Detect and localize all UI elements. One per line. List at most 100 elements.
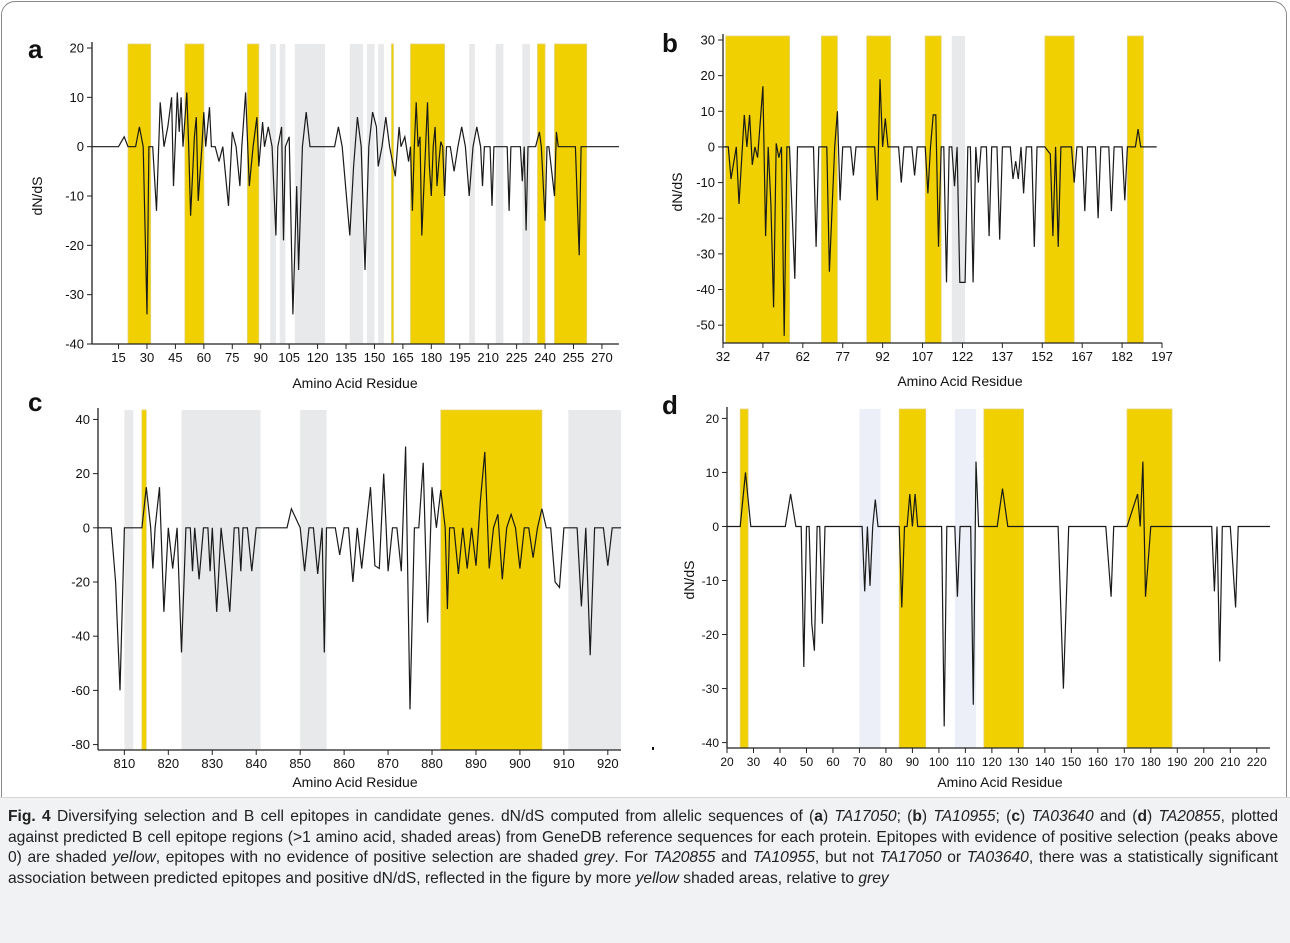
caption-body: Diversifying selection and B cell epitop…: [8, 808, 1278, 887]
x-tick-label: 100: [929, 755, 949, 769]
epitope-region: [300, 410, 327, 750]
panel-label: c: [28, 387, 42, 417]
caption-segment: shaded areas, relative to: [678, 869, 859, 887]
caption-segment: d: [1137, 808, 1147, 825]
caption-segment: ): [822, 808, 835, 825]
x-tick-label: 850: [289, 756, 311, 771]
epitope-region: [181, 410, 261, 750]
x-tick-label: 920: [597, 756, 619, 771]
epitope-region: [440, 409, 543, 751]
y-tick-label: 10: [701, 104, 715, 119]
x-tick-label: 190: [1167, 755, 1187, 769]
epitope-region: [866, 35, 892, 344]
x-tick-label: 137: [992, 349, 1014, 364]
caption-segment: yellow: [112, 849, 156, 866]
y-tick-label: 40: [76, 412, 90, 427]
epitope-region: [954, 409, 976, 748]
x-axis-title: Amino Acid Residue: [897, 373, 1023, 389]
x-axis-title: Amino Acid Residue: [292, 774, 418, 790]
x-tick-label: 210: [1220, 755, 1240, 769]
x-tick-label: 180: [420, 350, 442, 365]
x-tick-label: 120: [982, 755, 1002, 769]
x-tick-label: 240: [534, 350, 556, 365]
epitope-region: [410, 43, 445, 345]
y-tick-label: 0: [708, 139, 715, 154]
caption-segment: a: [814, 808, 823, 825]
x-tick-label: 60: [197, 350, 211, 365]
x-tick-label: 77: [835, 349, 849, 364]
y-tick-label: -40: [702, 736, 720, 750]
x-tick-label: 122: [952, 349, 974, 364]
x-tick-label: 105: [278, 350, 300, 365]
epitope-region: [270, 44, 276, 344]
x-tick-label: 870: [377, 756, 399, 771]
x-tick-label: 70: [853, 755, 867, 769]
x-tick-label: 130: [1008, 755, 1028, 769]
y-tick-label: -10: [65, 189, 84, 204]
epitope-region: [124, 410, 134, 750]
caption-segment: TA17050: [879, 849, 942, 866]
caption-segment: yellow: [635, 869, 679, 887]
x-tick-label: 880: [421, 756, 443, 771]
y-tick-label: 20: [76, 466, 90, 481]
panel-c: 40 20 0 -20 -40 -60 -80 810 820 830 840 850 860 870 88…: [28, 387, 621, 790]
caption-segment: grey: [583, 849, 615, 866]
y-tick-label: -50: [696, 318, 715, 333]
epitope-region: [898, 408, 927, 749]
dnds-series-line: [727, 461, 1270, 727]
x-tick-label: 195: [449, 350, 471, 365]
epitope-region: [983, 408, 1025, 749]
x-tick-label: 75: [225, 350, 239, 365]
caption-segment: , epitopes with no evidence of positive …: [155, 849, 584, 866]
caption-segment: ; (: [896, 808, 913, 825]
x-tick-label: 840: [245, 756, 267, 771]
x-tick-label: 165: [392, 350, 414, 365]
epitope-region: [821, 35, 838, 344]
caption-segment: and: [715, 849, 753, 866]
y-tick-label: 0: [83, 520, 90, 535]
x-axis-title: Amino Acid Residue: [937, 774, 1063, 790]
caption-segment: TA20855: [653, 849, 716, 866]
dnds-series-line: [92, 92, 619, 315]
y-tick-label: 20: [701, 68, 715, 83]
x-tick-label: 810: [114, 756, 136, 771]
x-tick-label: 820: [157, 756, 179, 771]
caption-segment: , there was a statistically significant …: [8, 849, 1279, 887]
caption-segment: ; (: [995, 808, 1012, 825]
x-tick-label: 220: [1247, 755, 1267, 769]
x-tick-label: 15: [111, 350, 125, 365]
x-tick-label: 200: [1194, 755, 1214, 769]
caption-segment: or: [941, 849, 967, 866]
x-tick-label: 180: [1141, 755, 1161, 769]
x-tick-label: 80: [879, 755, 893, 769]
caption-segment: grey: [858, 869, 889, 887]
epitope-region: [246, 43, 260, 345]
epitope-region: [378, 44, 384, 344]
epitope-region: [469, 44, 475, 344]
x-tick-label: 150: [364, 350, 386, 365]
x-tick-label: 47: [756, 349, 770, 364]
x-tick-label: 32: [716, 349, 730, 364]
y-tick-label: -60: [71, 683, 90, 698]
x-tick-label: 225: [506, 350, 528, 365]
x-tick-label: 210: [477, 350, 499, 365]
x-tick-label: 60: [826, 755, 840, 769]
x-tick-label: 255: [563, 350, 585, 365]
x-tick-label: 135: [335, 350, 357, 365]
x-tick-label: 140: [1035, 755, 1055, 769]
caption-segment: TA10955: [933, 808, 996, 825]
caption-segment: ): [921, 808, 934, 825]
caption-segment: TA10955: [752, 849, 815, 866]
caption-segment: TA03640: [1031, 808, 1094, 825]
y-axis-title: dN/dS: [681, 561, 697, 600]
x-tick-label: 30: [140, 350, 154, 365]
x-tick-label: 90: [906, 755, 920, 769]
epitope-region: [184, 43, 205, 345]
x-tick-label: 107: [912, 349, 934, 364]
x-tick-label: 910: [553, 756, 575, 771]
y-tick-label: 0: [77, 139, 84, 154]
epitope-region: [739, 408, 749, 749]
y-tick-label: -30: [702, 682, 720, 696]
caption-segment: c: [1011, 808, 1021, 825]
